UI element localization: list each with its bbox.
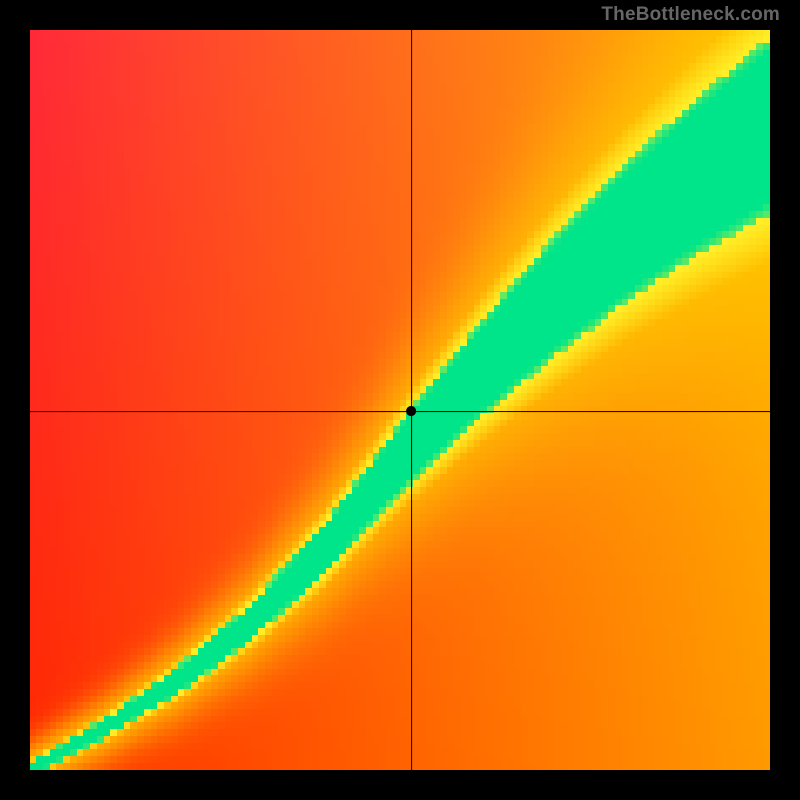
watermark-text: TheBottleneck.com	[601, 4, 780, 26]
chart-container: TheBottleneck.com	[0, 0, 800, 800]
heatmap-canvas	[30, 30, 770, 770]
heatmap-plot	[30, 30, 770, 770]
